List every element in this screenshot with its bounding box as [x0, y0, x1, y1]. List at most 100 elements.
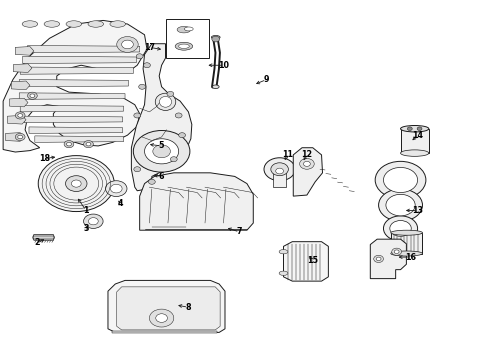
- Bar: [112, 330, 216, 333]
- Bar: [33, 235, 54, 239]
- Text: 13: 13: [411, 206, 422, 215]
- Polygon shape: [283, 242, 328, 281]
- Circle shape: [270, 163, 288, 176]
- Circle shape: [303, 161, 310, 166]
- Circle shape: [71, 180, 81, 187]
- Polygon shape: [293, 148, 322, 196]
- Polygon shape: [27, 45, 140, 53]
- Polygon shape: [5, 133, 24, 141]
- Circle shape: [373, 255, 383, 262]
- Circle shape: [383, 167, 417, 193]
- Polygon shape: [19, 93, 125, 99]
- Circle shape: [416, 127, 421, 131]
- Bar: [272, 173, 286, 187]
- Circle shape: [117, 37, 138, 52]
- Ellipse shape: [175, 42, 192, 50]
- Polygon shape: [13, 64, 32, 72]
- Ellipse shape: [177, 26, 190, 33]
- Text: 11: 11: [282, 150, 292, 159]
- Text: 18: 18: [39, 154, 50, 163]
- Polygon shape: [35, 136, 123, 142]
- Circle shape: [136, 54, 143, 59]
- Bar: [165, 19, 209, 58]
- Circle shape: [148, 179, 155, 184]
- Circle shape: [38, 156, 114, 212]
- Polygon shape: [117, 287, 220, 330]
- Text: 3: 3: [83, 224, 89, 233]
- Circle shape: [27, 92, 37, 99]
- Polygon shape: [3, 21, 147, 152]
- Circle shape: [175, 113, 182, 118]
- Text: 10: 10: [218, 61, 229, 70]
- Text: 14: 14: [411, 131, 422, 140]
- Polygon shape: [20, 67, 133, 74]
- Text: 17: 17: [143, 43, 155, 52]
- Circle shape: [375, 257, 380, 261]
- Text: 1: 1: [83, 206, 89, 215]
- Ellipse shape: [400, 150, 428, 156]
- Ellipse shape: [178, 44, 189, 48]
- Polygon shape: [131, 44, 191, 191]
- Circle shape: [149, 309, 173, 327]
- Ellipse shape: [212, 85, 219, 89]
- Polygon shape: [22, 56, 136, 63]
- Polygon shape: [140, 173, 253, 230]
- Ellipse shape: [155, 93, 175, 111]
- Circle shape: [88, 218, 98, 225]
- Ellipse shape: [184, 27, 193, 31]
- Circle shape: [18, 114, 22, 117]
- Circle shape: [144, 139, 178, 164]
- Circle shape: [110, 184, 122, 193]
- Circle shape: [275, 168, 283, 174]
- Polygon shape: [20, 105, 123, 112]
- Text: 8: 8: [185, 303, 191, 312]
- Circle shape: [374, 161, 425, 199]
- Bar: [390, 233, 422, 253]
- Polygon shape: [29, 127, 122, 134]
- Ellipse shape: [390, 251, 422, 256]
- Circle shape: [378, 189, 422, 221]
- Ellipse shape: [279, 271, 287, 275]
- Polygon shape: [108, 280, 224, 332]
- Circle shape: [385, 194, 414, 216]
- Circle shape: [389, 221, 410, 236]
- Text: 15: 15: [306, 256, 318, 265]
- Circle shape: [153, 145, 170, 158]
- Circle shape: [211, 36, 219, 42]
- Text: 6: 6: [159, 172, 164, 181]
- Text: 9: 9: [263, 75, 268, 84]
- Ellipse shape: [44, 21, 60, 27]
- Circle shape: [133, 131, 189, 172]
- Ellipse shape: [400, 126, 428, 132]
- Circle shape: [156, 314, 167, 322]
- Circle shape: [383, 216, 417, 241]
- Ellipse shape: [390, 230, 422, 235]
- Circle shape: [15, 134, 25, 140]
- Circle shape: [264, 158, 295, 181]
- Ellipse shape: [110, 21, 125, 27]
- Circle shape: [391, 248, 401, 255]
- Bar: [400, 129, 428, 153]
- Circle shape: [86, 142, 91, 146]
- Ellipse shape: [159, 96, 171, 107]
- Circle shape: [134, 113, 141, 118]
- Ellipse shape: [211, 36, 220, 39]
- Circle shape: [65, 176, 87, 192]
- Text: 5: 5: [159, 141, 164, 150]
- Ellipse shape: [22, 21, 38, 27]
- Circle shape: [139, 84, 145, 89]
- Polygon shape: [7, 116, 26, 124]
- Circle shape: [83, 214, 103, 228]
- Polygon shape: [15, 46, 34, 55]
- Circle shape: [64, 140, 74, 148]
- Polygon shape: [33, 234, 54, 240]
- Ellipse shape: [88, 21, 103, 27]
- Circle shape: [83, 140, 93, 148]
- Text: 12: 12: [301, 150, 312, 159]
- Circle shape: [407, 127, 411, 131]
- Circle shape: [15, 112, 25, 119]
- Ellipse shape: [66, 21, 81, 27]
- Circle shape: [66, 142, 71, 146]
- Circle shape: [18, 135, 22, 139]
- Circle shape: [143, 63, 150, 68]
